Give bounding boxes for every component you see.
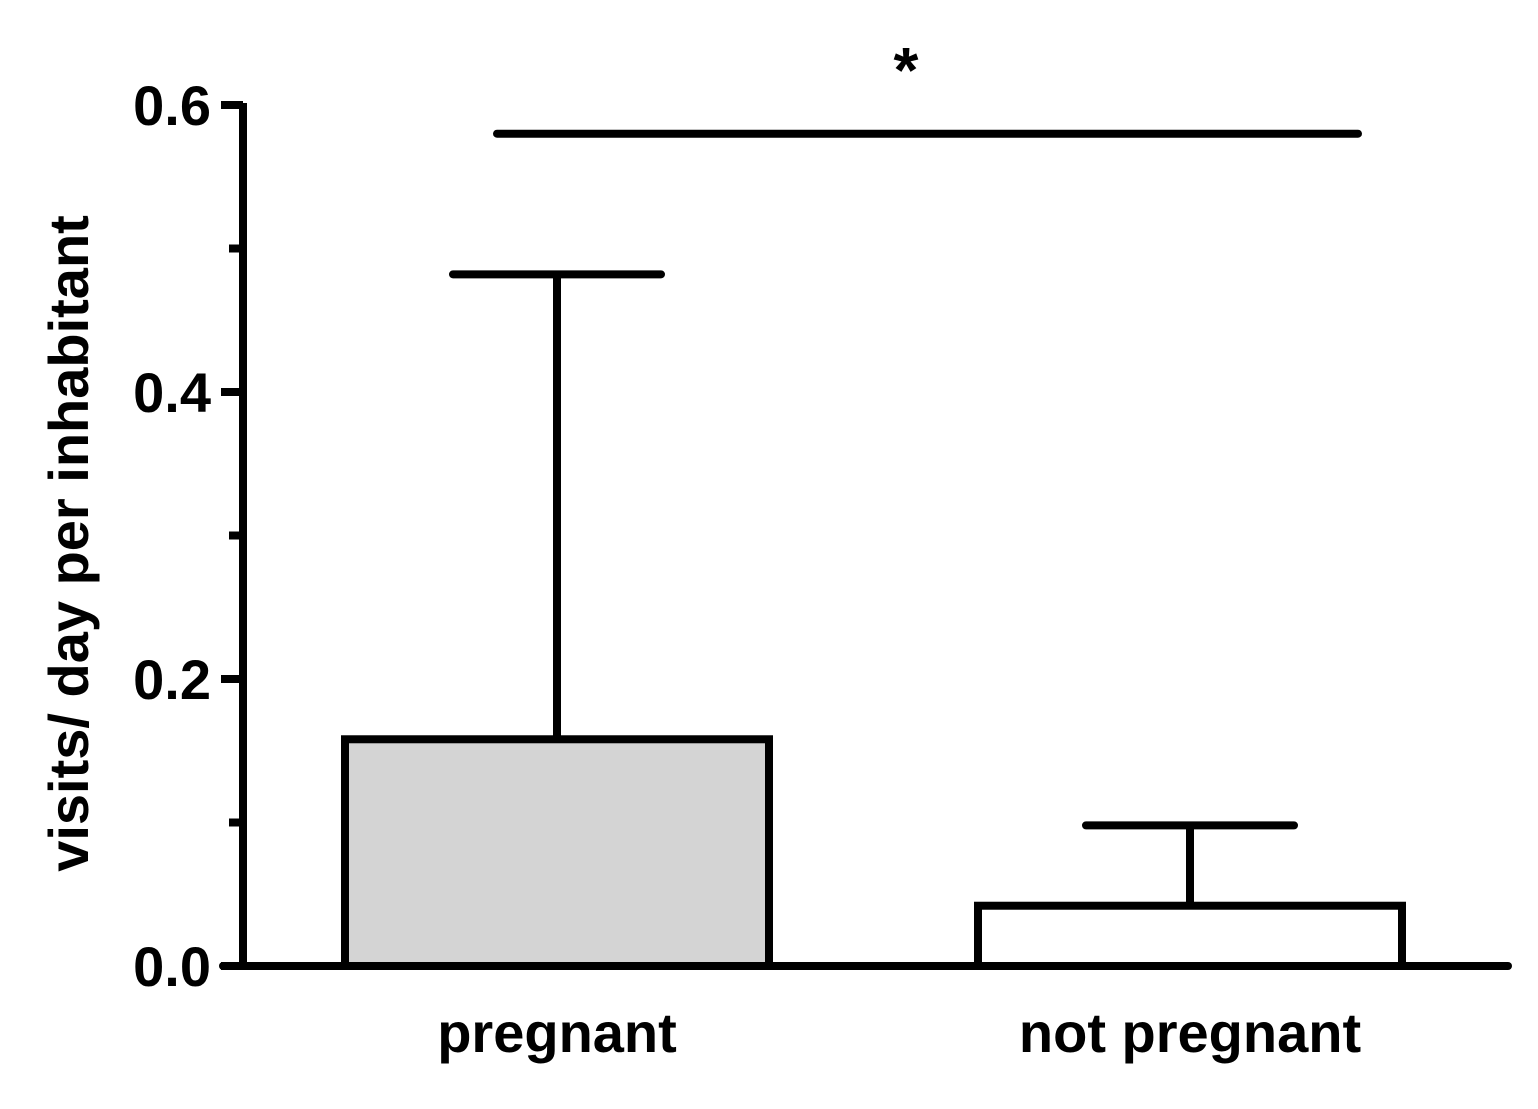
category-label: not pregnant bbox=[1019, 1001, 1361, 1064]
y-tick-label: 0.4 bbox=[133, 361, 211, 424]
y-tick-label: 0.0 bbox=[133, 935, 211, 998]
bar bbox=[341, 735, 773, 971]
bar bbox=[974, 901, 1406, 970]
y-tick-label: 0.2 bbox=[133, 648, 211, 711]
y-axis-title: visits/ day per inhabitant bbox=[37, 215, 100, 872]
significance-asterisk: * bbox=[894, 34, 919, 106]
y-tick-label: 0.6 bbox=[133, 74, 211, 137]
category-label: pregnant bbox=[437, 1001, 677, 1064]
